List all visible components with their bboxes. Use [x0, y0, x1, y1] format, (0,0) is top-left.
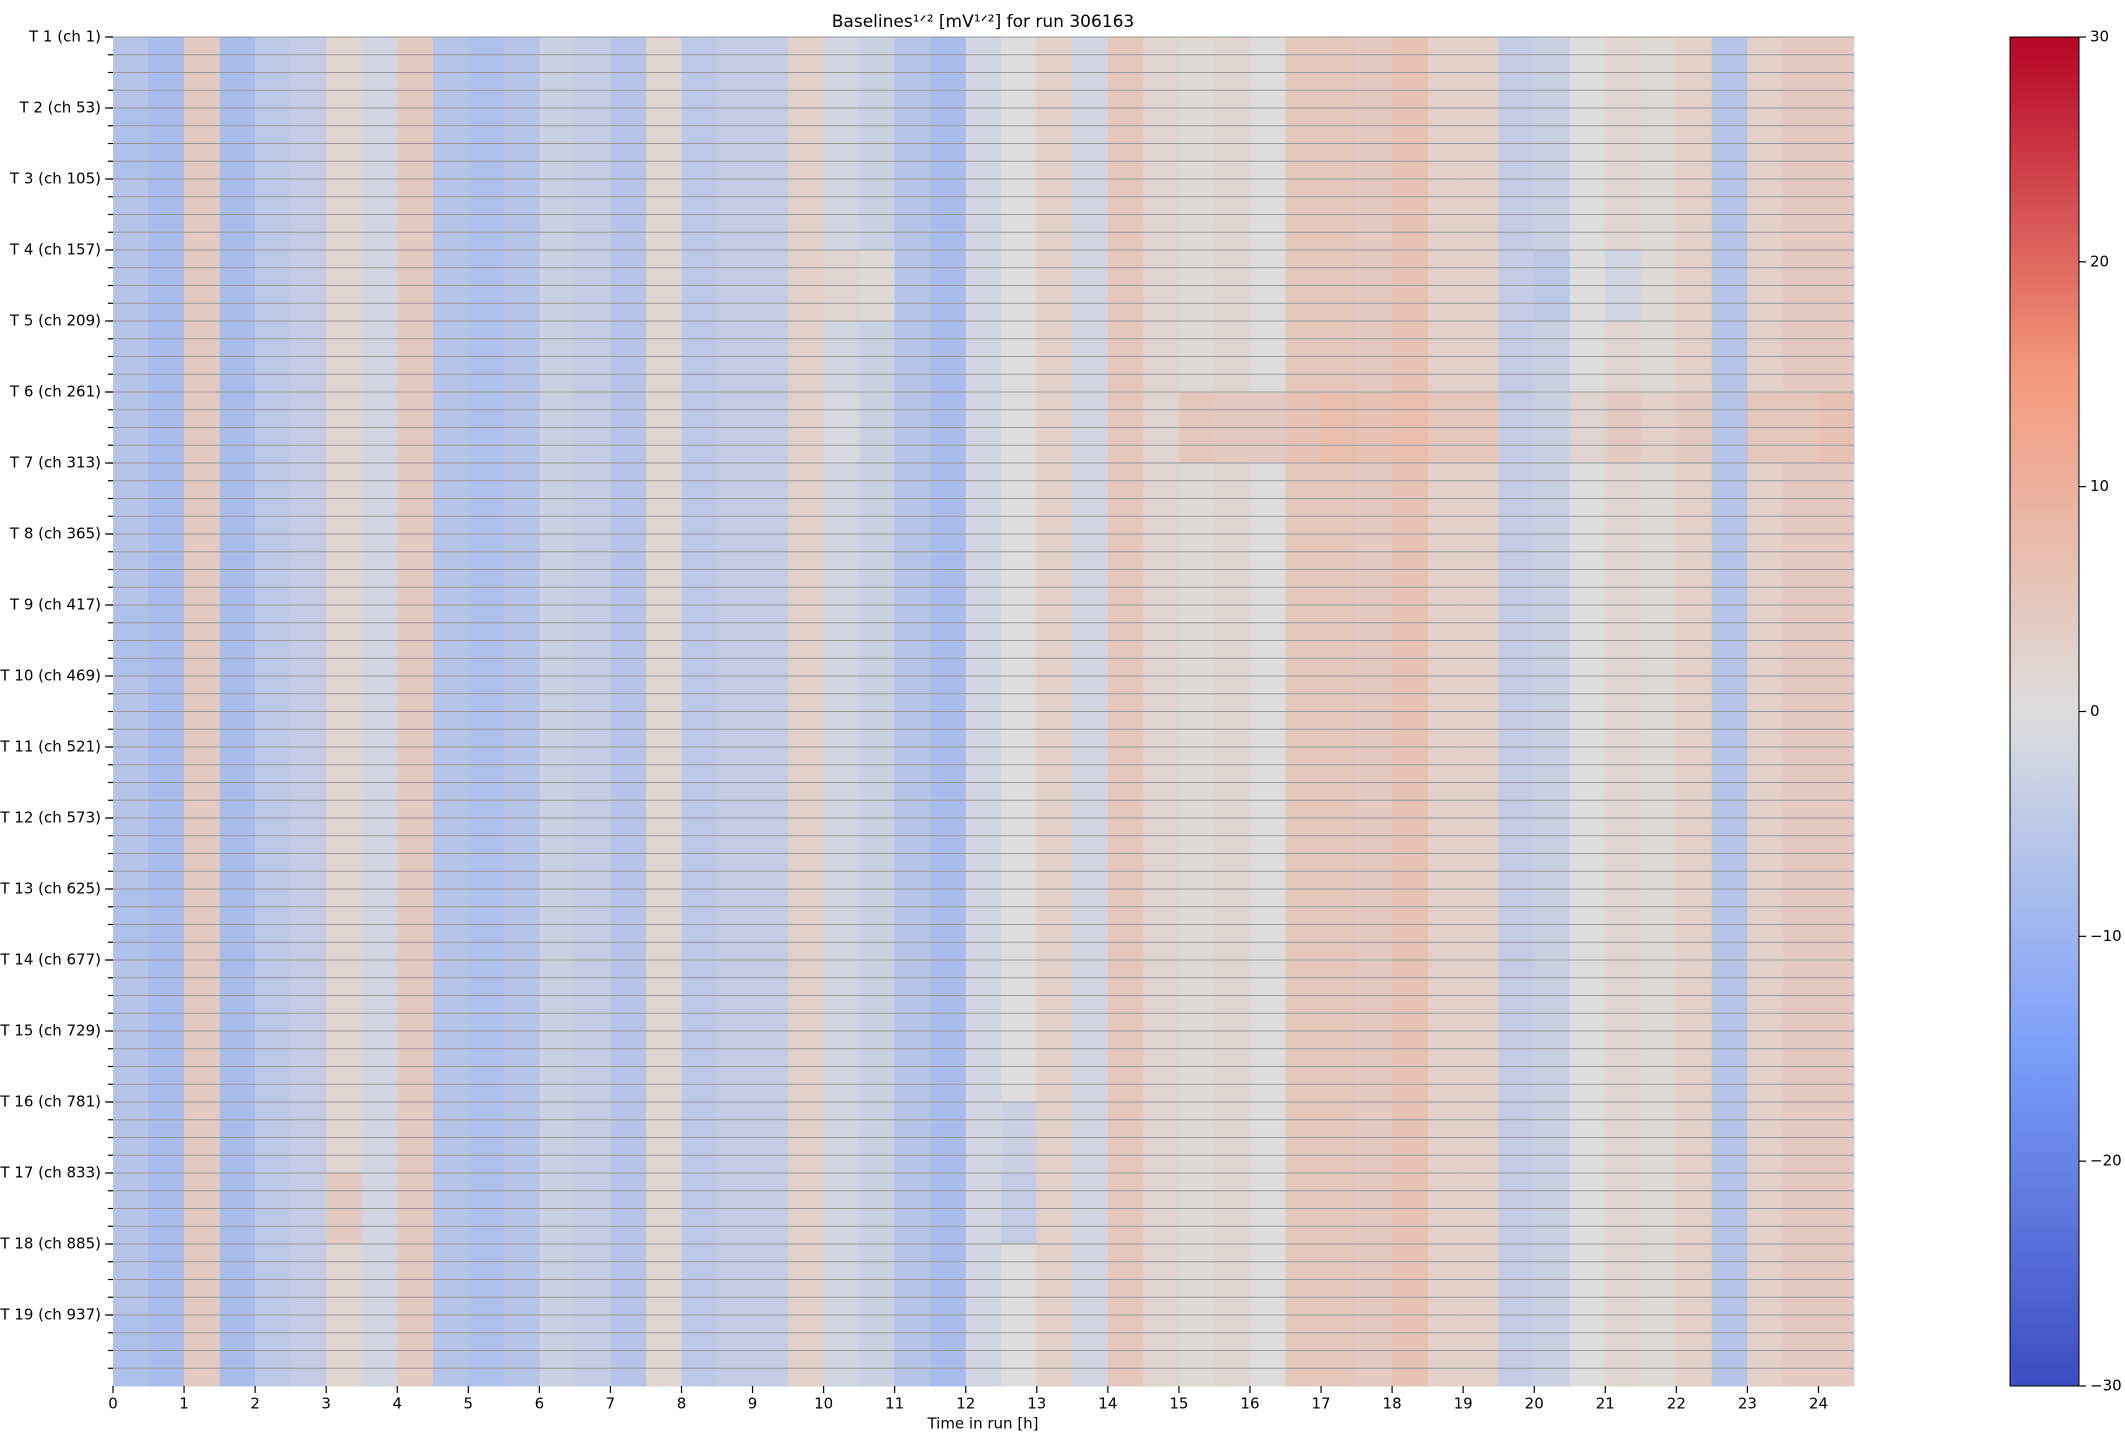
x-tick-label: 9: [748, 1395, 758, 1413]
x-tick-label: 1: [179, 1395, 189, 1413]
x-tick-label: 6: [535, 1395, 545, 1413]
chart-title: Baselines¹ᐟ² [mV¹ᐟ²] for run 306163: [832, 12, 1134, 32]
x-tick-label: 24: [1809, 1395, 1828, 1413]
y-tick-label: T 18 (ch 885): [0, 1235, 101, 1253]
y-tick-label: T 14 (ch 677): [0, 951, 101, 969]
colorbar-tick-label: −10: [2090, 927, 2122, 945]
x-tick-label: 13: [1027, 1395, 1046, 1413]
y-tick-label: T 13 (ch 625): [0, 880, 101, 898]
y-tick-label: T 19 (ch 937): [0, 1306, 101, 1324]
x-tick-label: 17: [1311, 1395, 1330, 1413]
y-tick-label: T 9 (ch 417): [9, 596, 101, 614]
x-tick-label: 5: [464, 1395, 474, 1413]
y-tick-label: T 10 (ch 469): [0, 667, 101, 685]
y-tick-label: T 2 (ch 53): [18, 99, 101, 117]
x-tick-label: 19: [1454, 1395, 1473, 1413]
x-tick-label: 3: [321, 1395, 331, 1413]
y-tick-label: T 4 (ch 157): [9, 241, 101, 259]
x-tick-label: 0: [108, 1395, 118, 1413]
x-tick-label: 21: [1596, 1395, 1615, 1413]
colorbar-tick-label: −20: [2090, 1152, 2122, 1170]
x-tick-label: 8: [677, 1395, 687, 1413]
y-tick-label: T 16 (ch 781): [0, 1093, 101, 1111]
y-tick-label: T 5 (ch 209): [9, 312, 101, 330]
colorbar-tick-label: 10: [2090, 477, 2109, 495]
y-tick-label: T 7 (ch 313): [9, 454, 101, 472]
x-tick-label: 7: [606, 1395, 616, 1413]
y-tick-label: T 17 (ch 833): [0, 1164, 101, 1182]
y-tick-label: T 8 (ch 365): [9, 525, 101, 543]
x-tick-label: 12: [956, 1395, 975, 1413]
x-tick-label: 10: [814, 1395, 833, 1413]
x-tick-label: 11: [885, 1395, 904, 1413]
x-tick-label: 16: [1240, 1395, 1259, 1413]
x-tick-label: 18: [1383, 1395, 1402, 1413]
colorbar-tick-label: −30: [2090, 1377, 2122, 1395]
x-tick-label: 2: [250, 1395, 260, 1413]
y-tick-label: T 3 (ch 105): [9, 170, 101, 188]
x-tick-label: 22: [1667, 1395, 1686, 1413]
y-tick-label: T 1 (ch 1): [28, 28, 101, 46]
colorbar-tick-label: 30: [2090, 28, 2109, 46]
colorbar: [2009, 36, 2080, 1387]
y-tick-label: T 15 (ch 729): [0, 1022, 101, 1040]
x-tick-label: 15: [1169, 1395, 1188, 1413]
x-tick-label: 20: [1525, 1395, 1544, 1413]
colorbar-tick-label: 0: [2090, 702, 2100, 720]
x-tick-label: 14: [1098, 1395, 1117, 1413]
x-tick-label: 4: [392, 1395, 402, 1413]
x-tick-label: 23: [1738, 1395, 1757, 1413]
colorbar-tick-label: 20: [2090, 252, 2109, 270]
y-tick-label: T 6 (ch 261): [9, 383, 101, 401]
y-tick-label: T 12 (ch 573): [0, 809, 101, 827]
y-tick-label: T 11 (ch 521): [0, 738, 101, 756]
x-axis-label: Time in run [h]: [926, 1415, 1038, 1433]
